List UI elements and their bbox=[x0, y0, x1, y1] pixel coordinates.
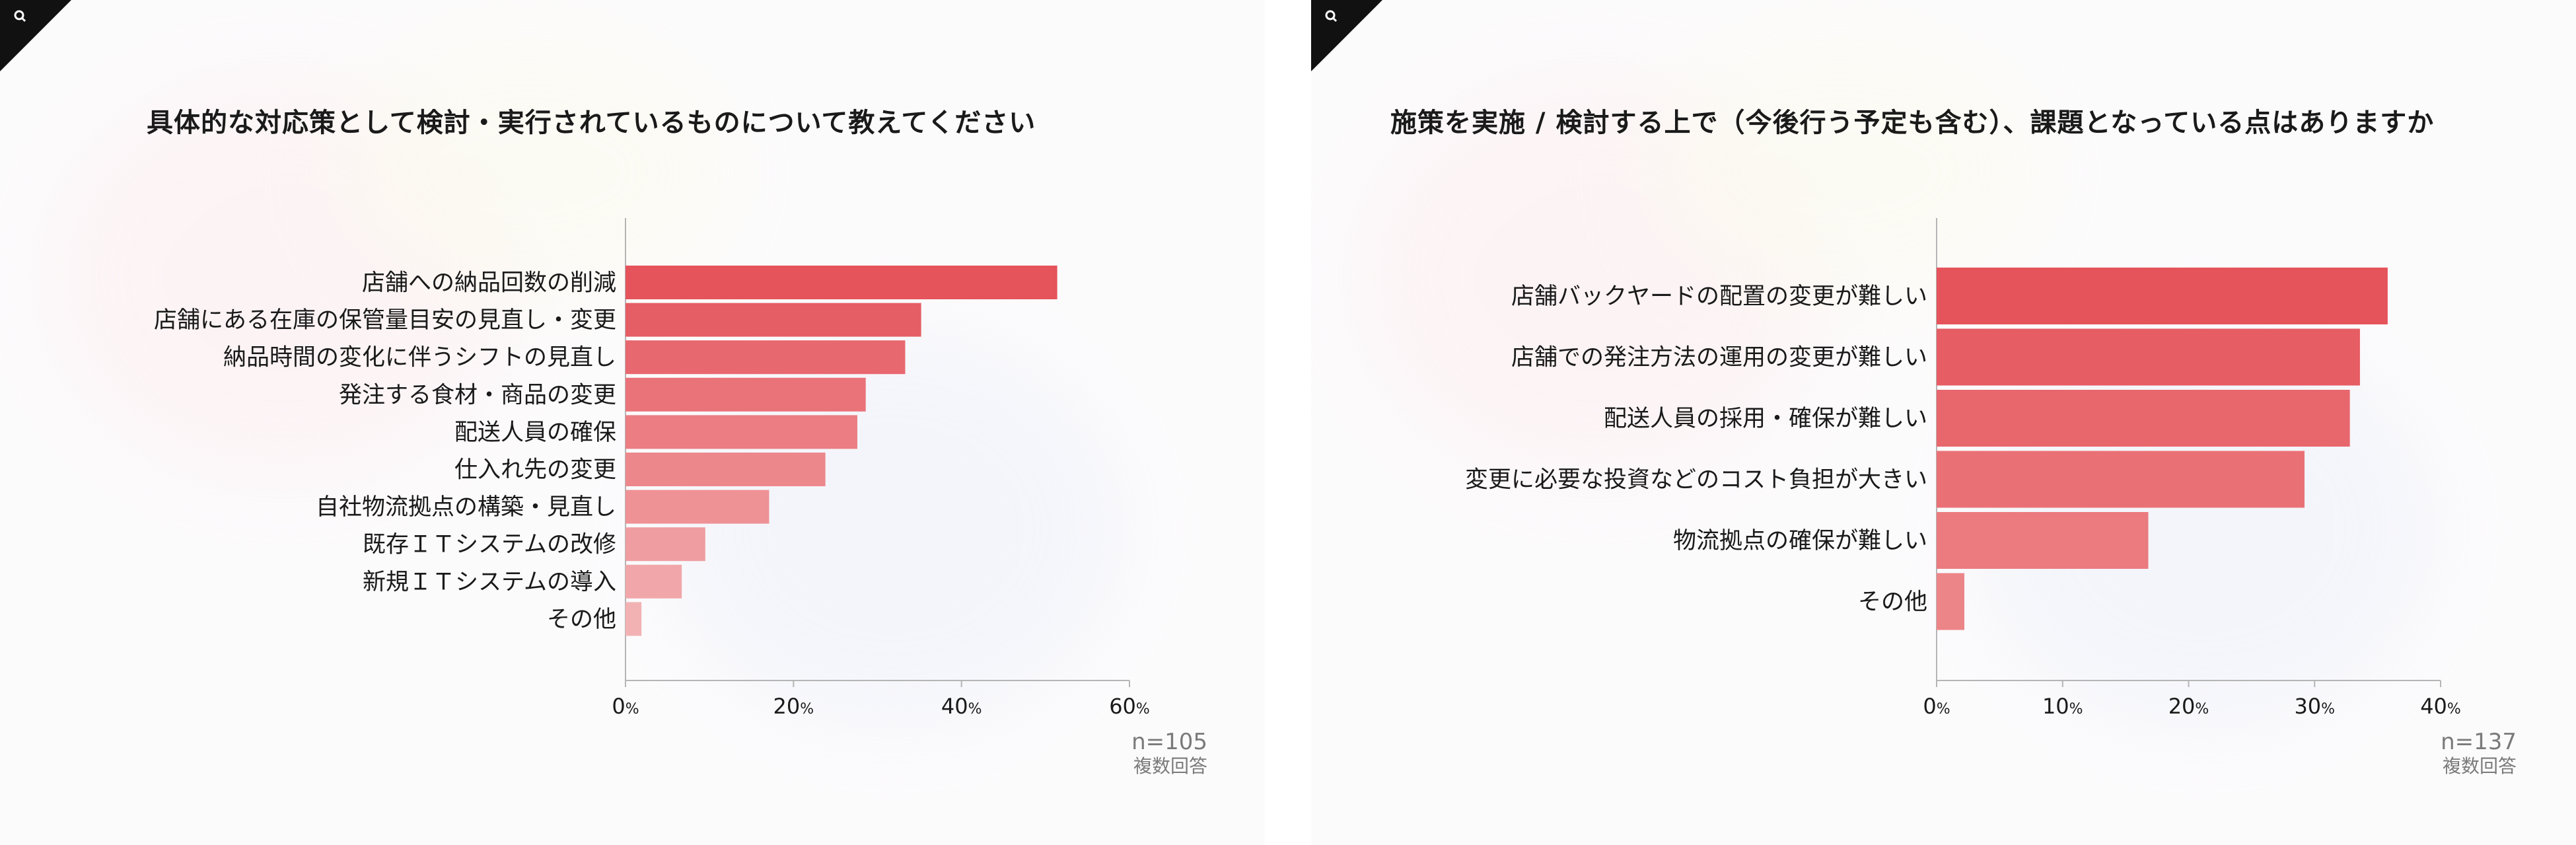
multiple-answer-note: 複数回答 bbox=[2442, 755, 2517, 777]
bar bbox=[1937, 328, 2360, 386]
bar bbox=[1937, 512, 2149, 569]
category-label: 新規ＩＴシステムの導入 bbox=[363, 569, 616, 595]
x-tick-label: 60% bbox=[1109, 694, 1150, 719]
multiple-answer-note: 複数回答 bbox=[1133, 755, 1207, 777]
sample-size: n=105 bbox=[1131, 729, 1207, 755]
bar bbox=[1937, 268, 2388, 324]
category-label: 店舗での発注方法の運用の変更が難しい bbox=[1511, 345, 1927, 371]
background-glow bbox=[1641, 40, 2038, 304]
bar bbox=[626, 564, 682, 599]
category-label: 変更に必要な投資などのコスト負担が大きい bbox=[1465, 467, 1927, 494]
search-icon bbox=[14, 10, 26, 22]
bar bbox=[626, 377, 866, 412]
x-tick-label: 30% bbox=[2294, 694, 2335, 719]
corner-tab bbox=[0, 0, 71, 71]
bar-chart-right: 0% 10% 20% 30% 40% 店舗バックヤードの配置の変更が難しい店舗での発注方法… bbox=[1465, 218, 2461, 719]
x-tick-unit: % bbox=[800, 701, 814, 717]
bar bbox=[626, 415, 857, 449]
background-glow bbox=[330, 40, 727, 304]
category-label: 店舗にある在庫の保管量目安の見直し・変更 bbox=[154, 307, 616, 334]
category-label: その他 bbox=[1858, 589, 1927, 616]
bar bbox=[1937, 390, 2350, 447]
bar bbox=[626, 490, 769, 524]
sample-size-note: n=137 複数回答 bbox=[2441, 729, 2517, 778]
category-label: その他 bbox=[547, 606, 616, 633]
bar bbox=[1937, 451, 2305, 508]
left-chart-panel: 具体的な対応策として検討・実行されているものについて教えてください 0% 20% 4… bbox=[0, 0, 1265, 845]
x-tick-label: 10% bbox=[2042, 694, 2083, 719]
x-tick-label: 20% bbox=[773, 694, 814, 719]
sample-size: n=137 bbox=[2441, 729, 2517, 755]
search-icon bbox=[1325, 10, 1338, 22]
right-chart-panel: 施策を実施 / 検討する上で（今後行う予定も含む）、課題となっている点はあります… bbox=[1311, 0, 2576, 845]
bar bbox=[626, 340, 906, 375]
x-tick-unit: % bbox=[2447, 701, 2461, 717]
bar bbox=[626, 527, 705, 562]
category-label: 配送人員の採用・確保が難しい bbox=[1604, 406, 1927, 432]
x-tick-unit: % bbox=[1136, 701, 1150, 717]
x-tick-unit: % bbox=[1937, 701, 1950, 717]
category-label: 発注する食材・商品の変更 bbox=[339, 382, 616, 408]
category-label: 配送人員の確保 bbox=[454, 420, 616, 446]
x-tick-label: 20% bbox=[2168, 694, 2209, 719]
category-label: 既存ＩＴシステムの改修 bbox=[363, 532, 616, 558]
category-label: 納品時間の変化に伴うシフトの見直し bbox=[223, 345, 616, 371]
chart-title: 具体的な対応策として検討・実行されているものについて教えてください bbox=[147, 108, 1036, 138]
category-label: 店舗バックヤードの配置の変更が難しい bbox=[1511, 283, 1927, 310]
bar bbox=[626, 602, 642, 636]
x-tick-unit: % bbox=[2195, 701, 2209, 717]
x-tick-unit: % bbox=[2069, 701, 2083, 717]
x-tick-label: 40% bbox=[2420, 694, 2461, 719]
bar bbox=[626, 453, 826, 486]
category-label: 店舗への納品回数の削減 bbox=[362, 270, 616, 297]
category-label: 自社物流拠点の構築・見直し bbox=[316, 494, 616, 521]
x-tick-label: 0% bbox=[612, 694, 639, 719]
x-tick-label: 40% bbox=[941, 694, 982, 719]
x-tick-unit: % bbox=[968, 701, 982, 717]
category-label: 仕入れ先の変更 bbox=[454, 457, 616, 484]
bar bbox=[1937, 573, 1964, 630]
category-label: 物流拠点の確保が難しい bbox=[1673, 528, 1927, 554]
x-tick-unit: % bbox=[626, 701, 639, 717]
corner-tab bbox=[1311, 0, 1382, 71]
sample-size-note: n=105 複数回答 bbox=[1131, 729, 1207, 778]
bar bbox=[626, 266, 1057, 299]
bar-chart-left: 0% 20% 40% 60% 店舗への納品回数の削減店舗にある在庫の保管量目安の見直し・… bbox=[154, 218, 1150, 719]
x-tick-unit: % bbox=[2321, 701, 2335, 717]
bar bbox=[626, 303, 921, 337]
chart-title: 施策を実施 / 検討する上で（今後行う予定も含む）、課題となっている点はあります… bbox=[1390, 108, 2435, 138]
x-tick-label: 0% bbox=[1923, 694, 1950, 719]
